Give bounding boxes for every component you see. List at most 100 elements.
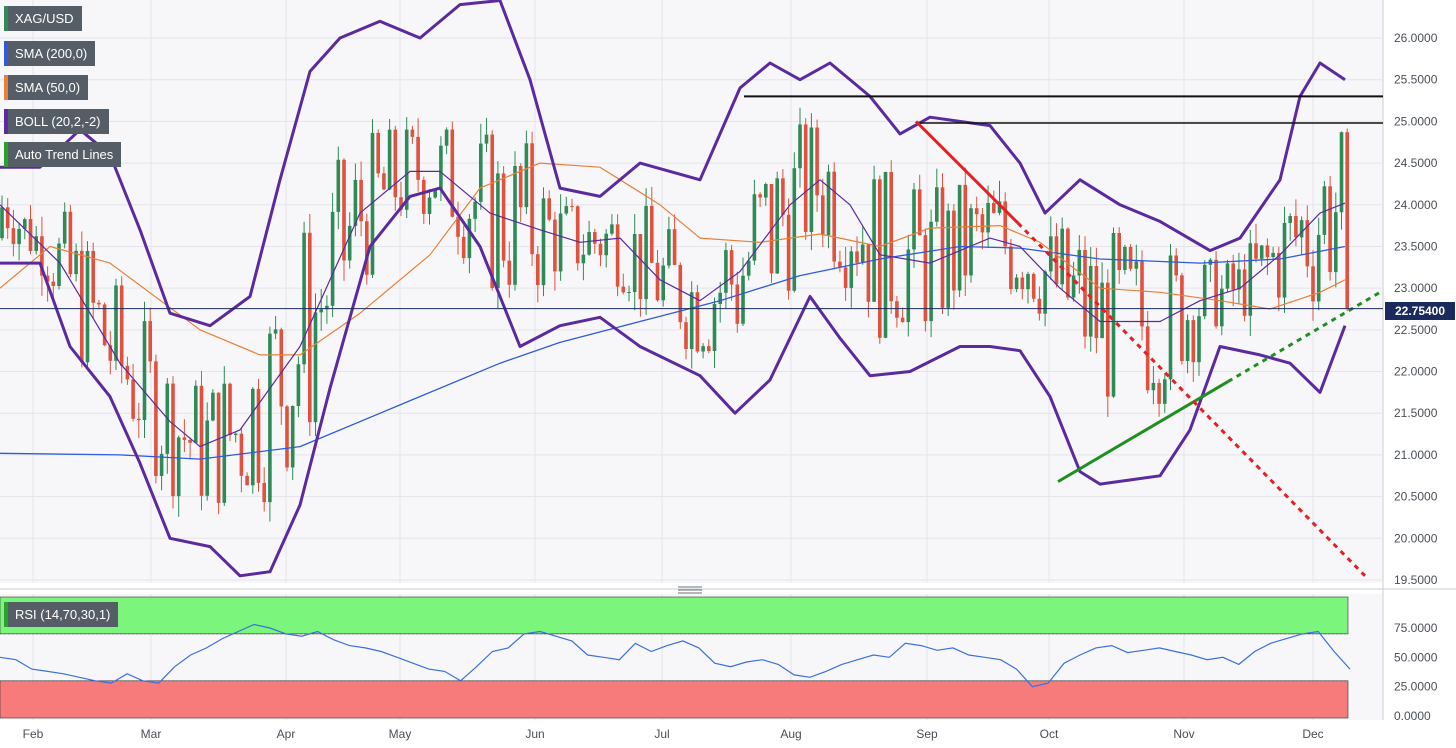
candle-body [325, 305, 329, 310]
candle-body [51, 281, 56, 286]
candle-body [615, 224, 620, 287]
rsi-line [0, 623, 1351, 688]
legend-swatch [4, 109, 8, 134]
pane-drag-handle[interactable] [678, 586, 702, 594]
candle-body [216, 392, 221, 503]
candle-body [188, 439, 192, 443]
candle-body [1197, 316, 1201, 363]
rsi-y-tick-label: 50.0000 [1394, 650, 1438, 664]
x-tick-label: Dec [1302, 727, 1323, 741]
legend-rsi[interactable]: RSI (14,70,30,1) [4, 602, 119, 627]
candle-body [114, 285, 118, 361]
legend-boll[interactable]: BOLL (20,2,-2) [4, 109, 109, 134]
candle-body [450, 129, 455, 217]
legend-xagusd[interactable]: XAG/USD [4, 6, 82, 31]
x-tick-label: Oct [1040, 727, 1059, 741]
candle-body [1305, 220, 1310, 267]
candle-body [1231, 263, 1235, 290]
candle-body [1049, 236, 1053, 272]
candle-body [889, 171, 893, 302]
candle-body [826, 171, 831, 236]
legend-label: BOLL (20,2,-2) [15, 114, 101, 129]
candle-body [701, 346, 705, 352]
legend-label: Auto Trend Lines [15, 147, 114, 162]
candle-body [917, 189, 922, 236]
y-tick-label: 22.5000 [1394, 323, 1438, 337]
candle-body [461, 236, 466, 259]
candle-body [1271, 252, 1275, 258]
candle-body [786, 214, 791, 291]
candle-body [575, 206, 580, 264]
candle-body [1117, 233, 1121, 271]
y-tick-label: 21.5000 [1394, 406, 1438, 420]
candle-body [929, 221, 933, 322]
candle-body [775, 178, 779, 274]
candle-body [1288, 216, 1292, 223]
x-tick-label: Apr [277, 727, 296, 741]
candle-body [382, 173, 386, 190]
candle-body [803, 124, 808, 233]
candle-body [336, 159, 341, 212]
candle-body [1294, 216, 1298, 238]
legend-sma200[interactable]: SMA (200,0) [4, 41, 96, 66]
candle-body [581, 254, 586, 264]
legend-swatch [4, 41, 8, 66]
sma50-line [0, 162, 1346, 356]
candle-body [484, 134, 489, 144]
y-tick-label: 25.5000 [1394, 73, 1438, 87]
candle-body [1282, 222, 1287, 298]
candle-body [1259, 245, 1264, 259]
candle-body [119, 285, 124, 366]
candle-body [764, 184, 768, 198]
rsi-y-tick-label: 0.0000 [1394, 709, 1431, 723]
candle-body [1185, 320, 1190, 361]
candle-body [296, 364, 301, 407]
candle-body [1254, 243, 1258, 259]
y-tick-label: 23.0000 [1394, 281, 1438, 295]
candle-body [1043, 271, 1047, 314]
candle-body [1202, 264, 1207, 317]
candle-body [627, 291, 631, 293]
legend-auto-trend-lines[interactable]: Auto Trend Lines [4, 142, 122, 167]
candle-body [102, 304, 107, 346]
candle-body [74, 250, 78, 275]
y-tick-label: 22.0000 [1394, 365, 1438, 379]
candle-body [233, 433, 238, 436]
candle-body [393, 129, 398, 198]
legend-sma50[interactable]: SMA (50,0) [4, 75, 89, 100]
last-price-label: 22.75400 [1385, 302, 1455, 320]
candle-body [689, 292, 694, 349]
candle-body [746, 260, 751, 276]
candle-body [376, 132, 380, 174]
candle-body [821, 195, 825, 236]
candle-body [80, 250, 84, 363]
candle-body [553, 219, 557, 272]
candle-body [142, 321, 147, 421]
candle-body [530, 143, 534, 255]
candle-body [735, 284, 740, 324]
candle-body [319, 309, 323, 313]
y-tick-label: 26.0000 [1394, 31, 1438, 45]
y-tick-label: 24.5000 [1394, 156, 1438, 170]
candle-body [564, 206, 569, 214]
candle-body [1180, 275, 1184, 361]
candle-body [809, 127, 814, 233]
x-tick-label: Jul [654, 727, 669, 741]
candle-body [650, 205, 654, 263]
candle-body [729, 250, 734, 285]
candle-body [866, 244, 871, 302]
candle-body [239, 433, 244, 476]
candle-body [986, 202, 990, 233]
candle-body [992, 202, 996, 213]
candle-body [62, 211, 67, 244]
candle-body [273, 329, 278, 334]
candle-body [792, 168, 797, 291]
trend-line-resistance-ext [1016, 222, 1367, 577]
candle-body [1277, 252, 1281, 298]
candle-body [279, 329, 284, 407]
candle-body [1003, 201, 1007, 247]
candle-body [860, 244, 865, 263]
candle-body [638, 234, 643, 300]
candle-body [1237, 269, 1241, 290]
trend-line-resistance [914, 120, 1020, 225]
